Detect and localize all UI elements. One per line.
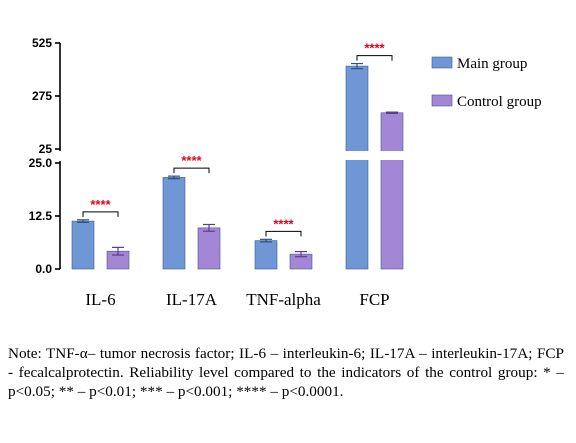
legend-label-1: Control group bbox=[457, 94, 542, 110]
bar-main-group-3 bbox=[345, 65, 369, 270]
figure-note: Note: TNF-α– tumor necrosis factor; IL-6… bbox=[8, 345, 564, 400]
significance-stars-3: **** bbox=[364, 41, 385, 56]
category-label-0: IL-6 bbox=[85, 290, 115, 309]
significance-stars-0: **** bbox=[90, 197, 111, 212]
upper-tick-label-1: 275 bbox=[32, 89, 52, 103]
bar-main-group-2 bbox=[254, 240, 278, 270]
legend-swatch-1 bbox=[431, 94, 453, 107]
lower-tick-label-2: 25.0 bbox=[29, 156, 53, 170]
category-label-2: TNF-alpha bbox=[246, 290, 321, 309]
significance-bracket-3 bbox=[356, 55, 393, 61]
bar-main-group-0 bbox=[71, 220, 95, 270]
category-label-3: FCP bbox=[359, 290, 389, 309]
significance-bracket-0 bbox=[82, 211, 119, 217]
bar-control-group-1 bbox=[197, 227, 221, 270]
significance-stars-2: **** bbox=[273, 216, 294, 231]
upper-tick-label-0: 25 bbox=[39, 142, 53, 156]
lower-tick-label-0: 0.0 bbox=[35, 262, 52, 276]
axis-break bbox=[52, 151, 412, 160]
category-label-1: IL-17A bbox=[166, 290, 218, 309]
upper-tick-label-2: 525 bbox=[32, 36, 52, 50]
legend-swatch-0 bbox=[431, 56, 453, 69]
bar-chart: 25 275 525 0.0 12.5 25.0 **** **** **** **** IL-6 I… bbox=[29, 36, 542, 309]
legend-label-0: Main group bbox=[457, 56, 527, 72]
significance-bracket-2 bbox=[265, 230, 302, 237]
significance-stars-1: **** bbox=[181, 153, 202, 168]
bar-main-group-1 bbox=[162, 177, 186, 270]
significance-bracket-1 bbox=[173, 167, 210, 174]
lower-tick-label-1: 12.5 bbox=[29, 209, 53, 223]
bar-control-group-3 bbox=[380, 112, 404, 270]
